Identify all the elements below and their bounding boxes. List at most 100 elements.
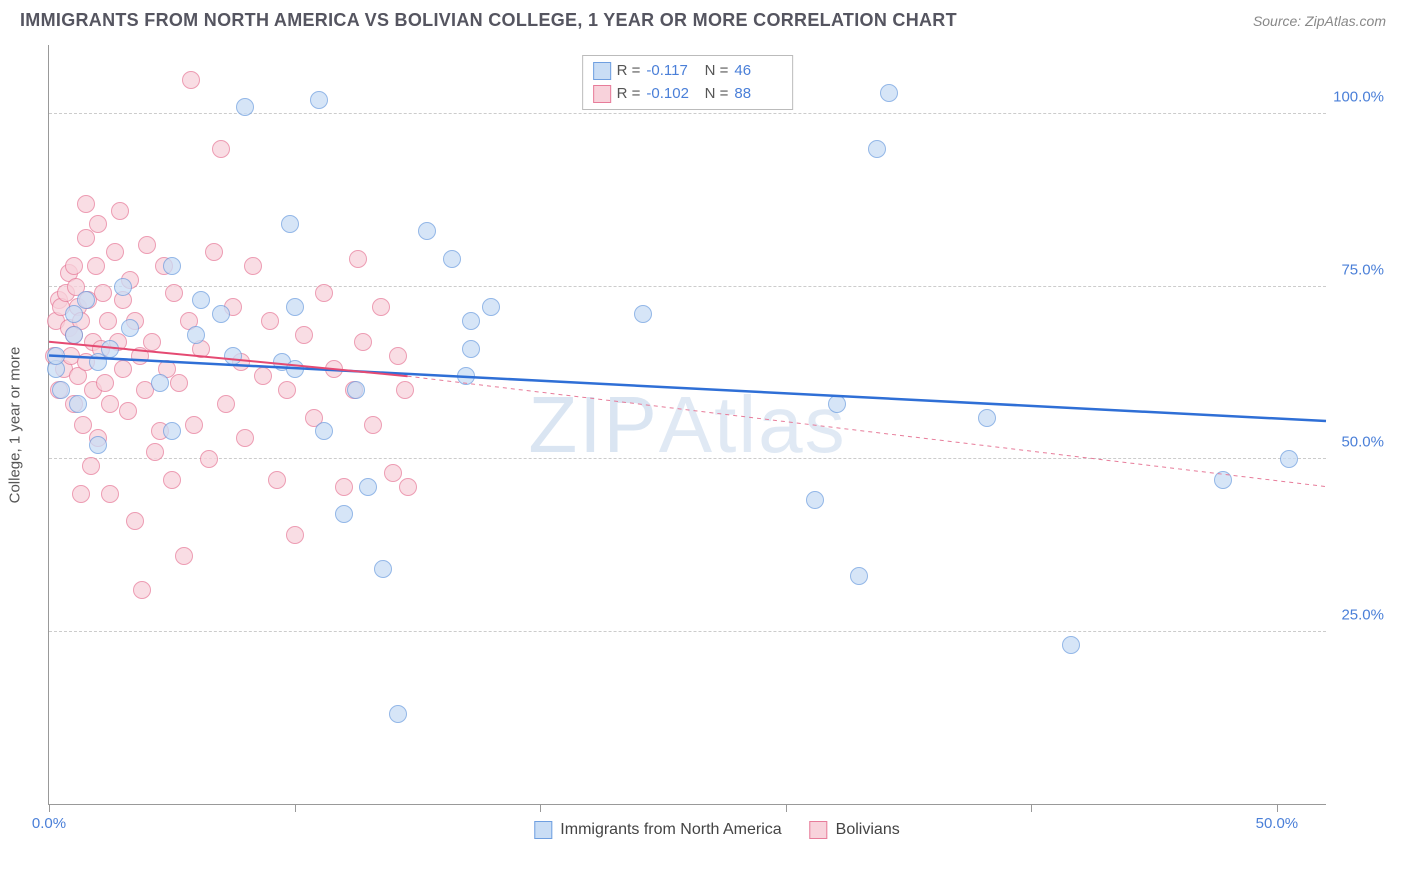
scatter-point <box>65 257 83 275</box>
scatter-point <box>163 422 181 440</box>
scatter-point <box>106 243 124 261</box>
bottom-legend: Immigrants from North AmericaBolivians <box>534 821 899 839</box>
scatter-point <box>281 215 299 233</box>
x-tick-label: 50.0% <box>1256 815 1299 832</box>
scatter-point <box>372 298 390 316</box>
scatter-point <box>236 98 254 116</box>
stat-r-label: R = <box>617 60 641 83</box>
scatter-point <box>634 305 652 323</box>
scatter-point <box>212 305 230 323</box>
scatter-point <box>236 429 254 447</box>
grid-line <box>49 286 1326 287</box>
scatter-point <box>389 705 407 723</box>
scatter-point <box>52 381 70 399</box>
scatter-point <box>205 243 223 261</box>
y-tick-label: 50.0% <box>1341 434 1384 451</box>
scatter-point <box>133 581 151 599</box>
scatter-point <box>384 464 402 482</box>
scatter-point <box>374 560 392 578</box>
scatter-point <box>310 91 328 109</box>
scatter-point <box>224 347 242 365</box>
scatter-point <box>89 215 107 233</box>
y-tick-label: 25.0% <box>1341 606 1384 623</box>
stat-n-label: N = <box>700 83 728 106</box>
x-tick <box>786 804 787 812</box>
stats-row: R = -0.102 N = 88 <box>593 83 783 106</box>
scatter-point <box>217 395 235 413</box>
scatter-point <box>126 512 144 530</box>
scatter-point <box>96 374 114 392</box>
scatter-point <box>315 422 333 440</box>
scatter-point <box>77 195 95 213</box>
scatter-point <box>65 326 83 344</box>
scatter-point <box>163 257 181 275</box>
scatter-point <box>146 443 164 461</box>
x-tick <box>540 804 541 812</box>
stat-n-value: 88 <box>734 83 782 106</box>
stats-row: R = -0.117 N = 46 <box>593 60 783 83</box>
y-axis-title: College, 1 year or more <box>7 346 24 503</box>
scatter-point <box>200 450 218 468</box>
scatter-point <box>868 140 886 158</box>
scatter-point <box>462 340 480 358</box>
legend-item: Immigrants from North America <box>534 821 781 839</box>
stat-r-label: R = <box>617 83 641 106</box>
legend-label: Immigrants from North America <box>560 821 781 839</box>
scatter-point <box>74 416 92 434</box>
scatter-point <box>482 298 500 316</box>
scatter-point <box>1062 636 1080 654</box>
scatter-point <box>212 140 230 158</box>
scatter-point <box>1280 450 1298 468</box>
chart-container: ZIPAtlas College, 1 year or more R = -0.… <box>48 35 1386 845</box>
scatter-point <box>359 478 377 496</box>
plot-area: ZIPAtlas College, 1 year or more R = -0.… <box>48 45 1326 805</box>
y-tick-label: 100.0% <box>1333 89 1384 106</box>
x-tick-label: 0.0% <box>32 815 66 832</box>
scatter-point <box>389 347 407 365</box>
scatter-point <box>165 284 183 302</box>
scatter-point <box>114 360 132 378</box>
scatter-point <box>143 333 161 351</box>
x-tick <box>1277 804 1278 812</box>
scatter-point <box>121 319 139 337</box>
y-tick-label: 75.0% <box>1341 261 1384 278</box>
scatter-point <box>89 436 107 454</box>
scatter-point <box>286 526 304 544</box>
scatter-point <box>443 250 461 268</box>
scatter-point <box>87 257 105 275</box>
scatter-point <box>82 457 100 475</box>
scatter-point <box>187 326 205 344</box>
scatter-point <box>880 84 898 102</box>
scatter-point <box>354 333 372 351</box>
trend-lines <box>49 45 1326 804</box>
stat-r-value: -0.102 <box>646 83 694 106</box>
scatter-point <box>335 505 353 523</box>
scatter-point <box>325 360 343 378</box>
scatter-point <box>399 478 417 496</box>
scatter-point <box>806 491 824 509</box>
scatter-point <box>119 402 137 420</box>
scatter-point <box>101 485 119 503</box>
scatter-point <box>364 416 382 434</box>
scatter-point <box>286 360 304 378</box>
scatter-point <box>94 284 112 302</box>
scatter-point <box>99 312 117 330</box>
scatter-point <box>261 312 279 330</box>
scatter-point <box>278 381 296 399</box>
scatter-point <box>462 312 480 330</box>
scatter-point <box>457 367 475 385</box>
stat-n-value: 46 <box>734 60 782 83</box>
scatter-point <box>418 222 436 240</box>
scatter-point <box>1214 471 1232 489</box>
series-swatch <box>593 85 611 103</box>
x-tick <box>1031 804 1032 812</box>
scatter-point <box>101 395 119 413</box>
scatter-point <box>163 471 181 489</box>
stat-n-label: N = <box>700 60 728 83</box>
scatter-point <box>72 485 90 503</box>
scatter-point <box>268 471 286 489</box>
scatter-point <box>182 71 200 89</box>
scatter-point <box>151 374 169 392</box>
x-tick <box>49 804 50 812</box>
scatter-point <box>170 374 188 392</box>
